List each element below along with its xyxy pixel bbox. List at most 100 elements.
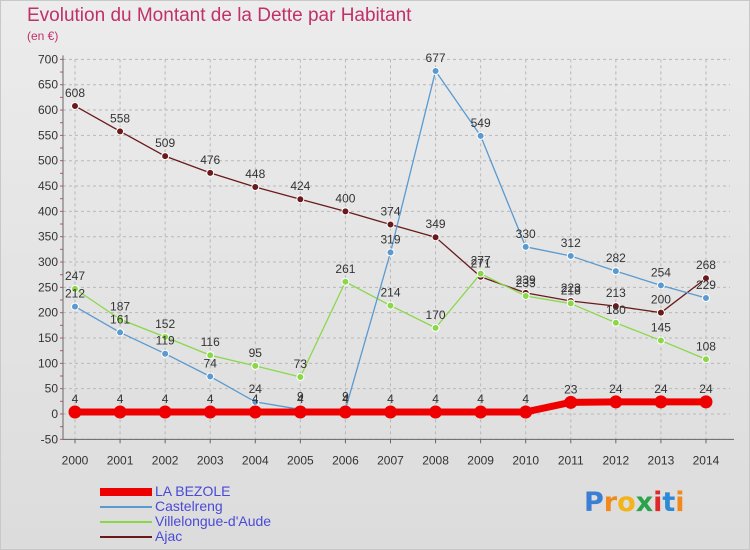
x-tick-label: 2011 — [558, 453, 584, 467]
series-point-3 — [161, 152, 170, 161]
logo-letter: P — [584, 487, 604, 518]
logo-letter: x — [635, 487, 654, 518]
y-tick-label: 50 — [45, 382, 59, 396]
series-point-0 — [654, 395, 668, 409]
series-point-1 — [206, 372, 215, 381]
series-point-0 — [203, 405, 217, 419]
data-label: 187 — [110, 299, 130, 313]
y-tick-label: 700 — [38, 52, 58, 66]
series-point-3 — [116, 127, 125, 136]
data-label: 282 — [606, 251, 626, 265]
x-tick-label: 2000 — [62, 453, 89, 467]
data-label: 108 — [696, 339, 716, 353]
y-tick-label: 350 — [38, 230, 58, 244]
logo-letter: r — [603, 487, 618, 518]
series-point-0 — [68, 405, 82, 419]
data-label: 330 — [516, 227, 536, 241]
data-label: 152 — [155, 317, 175, 331]
data-label: 213 — [606, 286, 626, 300]
series-point-1 — [656, 281, 665, 290]
series-point-1 — [521, 242, 530, 251]
legend-swatch — [100, 506, 152, 508]
series-point-3 — [431, 233, 440, 242]
data-label: 23 — [564, 382, 578, 396]
series-point-0 — [564, 395, 578, 409]
series-point-1 — [566, 251, 575, 260]
data-label: 24 — [699, 382, 713, 396]
series-point-0 — [293, 405, 307, 419]
data-label: 9 — [342, 389, 349, 403]
y-tick-label: 600 — [38, 103, 58, 117]
data-label: 24 — [249, 382, 263, 396]
x-tick-label: 2003 — [197, 453, 224, 467]
series-point-2 — [701, 355, 710, 364]
x-tick-label: 2013 — [648, 453, 675, 467]
series-point-1 — [161, 349, 170, 358]
series-point-2 — [161, 332, 170, 341]
y-tick-label: 0 — [51, 407, 58, 421]
data-label: 4 — [252, 392, 259, 406]
data-label: 558 — [110, 111, 130, 125]
data-label: 271 — [471, 257, 491, 271]
x-tick-label: 2006 — [332, 453, 359, 467]
x-tick-label: 2009 — [467, 453, 494, 467]
data-label: 218 — [561, 284, 581, 298]
legend-label: Castelreng — [155, 498, 223, 514]
x-tick-label: 2010 — [512, 453, 539, 467]
series-point-3 — [206, 168, 215, 177]
data-label: 319 — [380, 232, 400, 246]
series-point-1 — [701, 293, 710, 302]
data-label: 180 — [606, 303, 626, 317]
legend-label: LA BEZOLE — [155, 483, 231, 499]
y-tick-label: 550 — [38, 128, 58, 142]
x-tick-label: 2002 — [152, 453, 179, 467]
legend-label: Ajac — [155, 528, 183, 544]
chart-subtitle: (en €) — [27, 29, 59, 43]
series-point-2 — [116, 315, 125, 324]
data-label: 24 — [609, 382, 623, 396]
series-point-2 — [656, 336, 665, 345]
data-label: 229 — [696, 278, 716, 292]
data-label: 161 — [110, 312, 130, 326]
series-point-1 — [476, 131, 485, 140]
series-point-3 — [71, 101, 79, 110]
series-point-0 — [383, 405, 397, 419]
series-point-1 — [611, 267, 620, 276]
data-label: 4 — [162, 392, 169, 406]
series-point-2 — [386, 301, 395, 310]
series-point-0 — [429, 405, 443, 419]
data-label: 4 — [342, 392, 349, 406]
series-point-2 — [71, 284, 79, 293]
data-label: 374 — [380, 205, 400, 219]
series-point-2 — [521, 291, 530, 300]
data-label: 549 — [471, 116, 491, 130]
data-label: 400 — [335, 191, 355, 205]
data-label: 9 — [297, 389, 304, 403]
x-tick-label: 2012 — [602, 453, 629, 467]
series-point-2 — [476, 269, 485, 278]
x-tick-label: 2014 — [693, 453, 720, 467]
series-point-3 — [251, 183, 260, 192]
data-label: 214 — [380, 286, 400, 300]
series-point-2 — [206, 351, 215, 360]
series-point-2 — [431, 323, 440, 332]
series-point-2 — [251, 361, 260, 370]
series-point-1 — [251, 397, 260, 406]
data-label: 233 — [516, 276, 536, 290]
y-tick-label: 650 — [38, 78, 58, 92]
data-label: 4 — [477, 392, 484, 406]
data-label: 116 — [201, 335, 220, 349]
series-point-0 — [474, 405, 488, 419]
data-label: 24 — [654, 382, 668, 396]
y-tick-label: 200 — [38, 306, 58, 320]
data-label: 223 — [561, 281, 581, 295]
series-point-2 — [611, 318, 620, 327]
chart-title: Evolution du Montant de la Dette par Hab… — [27, 5, 412, 26]
data-label: 476 — [200, 153, 220, 167]
data-label: 170 — [426, 308, 446, 322]
legend-label: Villelongue-d'Aude — [155, 513, 272, 529]
data-label: 119 — [156, 334, 175, 348]
data-label: 608 — [65, 86, 85, 100]
